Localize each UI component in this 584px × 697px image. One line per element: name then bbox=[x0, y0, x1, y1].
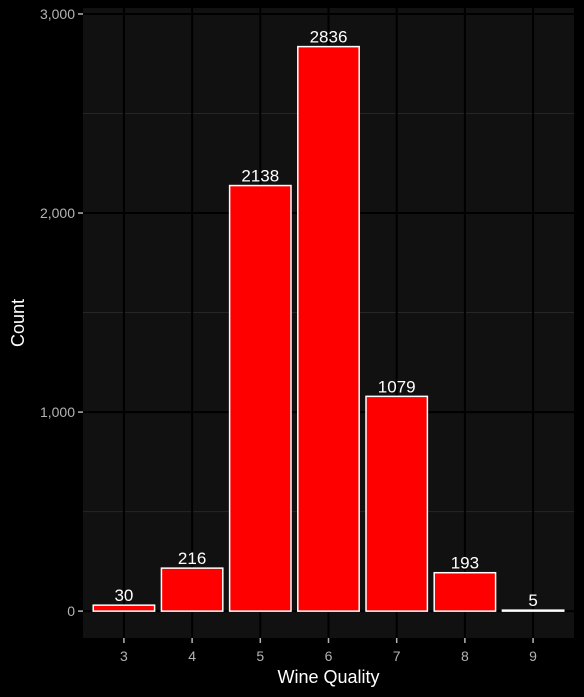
x-tick-label: 6 bbox=[325, 648, 333, 664]
y-tick-label: 0 bbox=[67, 603, 75, 619]
bar-value-label: 5 bbox=[528, 591, 537, 610]
y-axis-ticks: 0 1,000 2,000 3,000 bbox=[40, 6, 83, 619]
x-axis-title: Wine Quality bbox=[277, 667, 379, 687]
bar-value-label: 2138 bbox=[241, 167, 279, 186]
y-axis-title: Count bbox=[8, 299, 28, 347]
bar-value-label: 2836 bbox=[310, 28, 348, 47]
bar-quality-7 bbox=[365, 395, 429, 612]
x-axis-ticks: 3 4 5 6 7 8 9 bbox=[120, 638, 537, 664]
bar-value-label: 193 bbox=[451, 554, 479, 573]
bar-value-label: 216 bbox=[178, 549, 206, 568]
data-labels: 30 216 2138 2836 1079 193 5 bbox=[114, 28, 537, 611]
bar-quality-9 bbox=[501, 609, 565, 612]
x-tick-label: 4 bbox=[188, 648, 196, 664]
bar-value-label: 30 bbox=[114, 586, 133, 605]
x-tick-label: 5 bbox=[256, 648, 264, 664]
bars bbox=[92, 45, 565, 612]
bar-quality-3 bbox=[92, 604, 156, 612]
y-tick-label: 3,000 bbox=[40, 6, 75, 22]
bar-quality-8 bbox=[433, 571, 497, 612]
x-tick-label: 9 bbox=[529, 648, 537, 664]
y-tick-label: 2,000 bbox=[40, 205, 75, 221]
bar-value-label: 1079 bbox=[378, 377, 416, 396]
bar-quality-4 bbox=[160, 567, 224, 612]
x-tick-label: 3 bbox=[120, 648, 128, 664]
x-tick-label: 7 bbox=[393, 648, 401, 664]
x-tick-label: 8 bbox=[461, 648, 469, 664]
bar-quality-6 bbox=[297, 45, 360, 612]
bar-quality-5 bbox=[228, 184, 292, 612]
y-tick-label: 1,000 bbox=[40, 404, 75, 420]
